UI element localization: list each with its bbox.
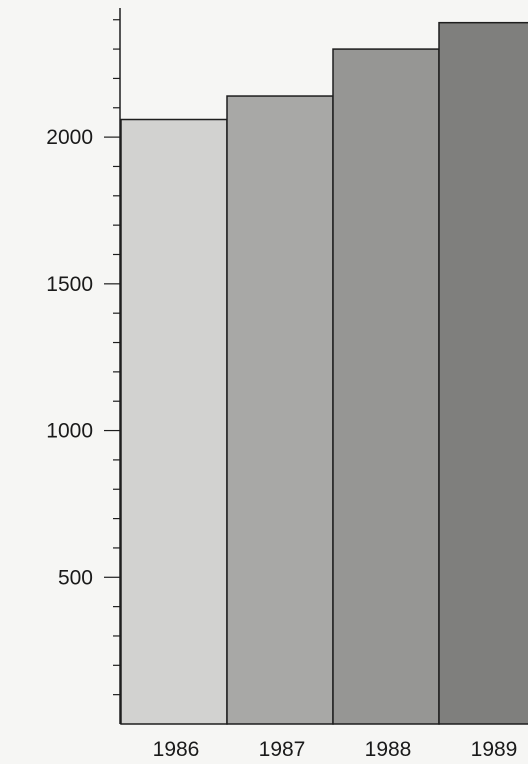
y-axis [104, 8, 121, 724]
bar-1988 [332, 48, 440, 725]
bar-1987 [226, 95, 334, 725]
x-category-label: 1987 [259, 738, 306, 761]
y-tick-label: 2000 [46, 126, 93, 149]
y-tick-label: 1000 [46, 420, 93, 443]
x-category-label: 1988 [365, 738, 412, 761]
bar-1986 [120, 118, 228, 725]
x-category-label: 1989 [471, 738, 518, 761]
labels-layer: 500 1000 1500 2000 1986 1987 1988 1989 [46, 126, 517, 761]
bar-1989 [438, 21, 528, 725]
y-tick-label: 500 [58, 566, 93, 589]
x-category-label: 1986 [153, 738, 200, 761]
bars-layer [120, 21, 528, 725]
y-tick-label: 1500 [46, 273, 93, 296]
